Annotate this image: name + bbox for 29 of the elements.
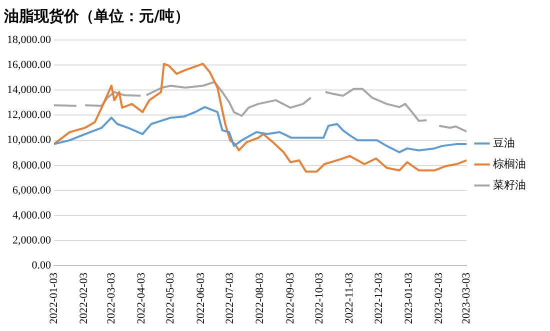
y-tick-label: 2,000.00 bbox=[12, 234, 52, 246]
x-tick-label: 2022-06-03 bbox=[194, 272, 207, 324]
x-tick-label: 2022-11-03 bbox=[344, 272, 356, 324]
x-tick-label: 2022-01-03 bbox=[48, 272, 60, 324]
y-tick-label: 14,000.00 bbox=[7, 84, 52, 96]
x-tick-label: 2022-10-03 bbox=[313, 272, 326, 324]
x-tick-label: 2023-01-03 bbox=[402, 272, 415, 324]
y-tick-label: 0.00 bbox=[32, 260, 52, 272]
legend-label: 菜籽油 bbox=[493, 178, 526, 192]
y-tick-label: 8,000.00 bbox=[12, 159, 52, 172]
x-tick-label: 2022-02-03 bbox=[78, 272, 90, 324]
x-tick-label: 2022-07-03 bbox=[224, 272, 236, 324]
x-tick-label: 2022-03-03 bbox=[105, 272, 118, 324]
x-tick-label: 2023-03-03 bbox=[460, 272, 472, 324]
x-tick-label: 2022-08-03 bbox=[254, 272, 266, 324]
y-tick-label: 18,000.00 bbox=[7, 34, 52, 46]
x-tick-label: 2022-12-03 bbox=[372, 272, 385, 324]
x-tick-label: 2022-04-03 bbox=[135, 272, 148, 324]
legend-label: 豆油 bbox=[493, 136, 515, 150]
y-tick-label: 10,000.00 bbox=[7, 134, 52, 146]
y-tick-label: 12,000.00 bbox=[7, 109, 52, 122]
x-tick-label: 2022-09-03 bbox=[284, 272, 296, 324]
legend-label: 棕榈油 bbox=[493, 157, 526, 170]
x-tick-label: 2023-02-03 bbox=[433, 272, 446, 324]
y-tick-label: 16,000.00 bbox=[7, 58, 52, 71]
y-tick-label: 4,000.00 bbox=[12, 209, 52, 222]
y-tick-label: 6,000.00 bbox=[12, 184, 52, 196]
x-tick-label: 2022-05-03 bbox=[164, 272, 177, 324]
chart-title: 油脂现货价（单位：元/吨） bbox=[3, 6, 190, 25]
